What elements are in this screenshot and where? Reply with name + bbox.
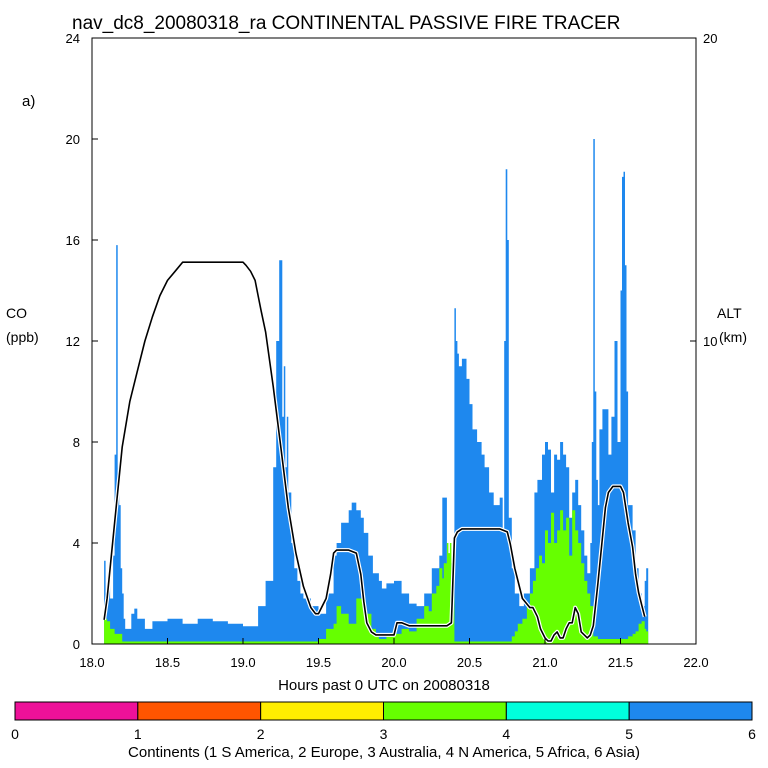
colorbar-segment-5 xyxy=(505,701,630,721)
panel-label: a) xyxy=(22,93,35,110)
x-tick-label: 20.0 xyxy=(381,655,406,670)
y-left-tick-label: 8 xyxy=(73,435,80,450)
series-area-1 xyxy=(104,510,649,644)
y-right-tick-label: 10 xyxy=(703,334,717,349)
altitude-layer xyxy=(102,260,647,643)
colorbar-tick-label: 4 xyxy=(502,726,510,742)
colorbar-segment-1 xyxy=(14,701,139,721)
series-area-0 xyxy=(104,139,649,644)
y-axis-right-unit: (km) xyxy=(719,329,747,345)
y-axis-left-name: CO xyxy=(6,305,27,321)
colorbar-segment-4 xyxy=(383,701,507,721)
x-tick-label: 21.5 xyxy=(608,655,633,670)
colorbar-segment-6 xyxy=(628,701,753,721)
y-left-tick-label: 24 xyxy=(66,31,80,46)
colorbar-tick-label: 0 xyxy=(11,726,19,742)
colorbar-tick-label: 6 xyxy=(748,726,756,742)
y-left-tick-label: 4 xyxy=(73,536,80,551)
x-tick-label: 18.5 xyxy=(155,655,180,670)
colorbar-tick-label: 2 xyxy=(257,726,265,742)
x-tick-label: 19.5 xyxy=(306,655,331,670)
axis-ticks: 18.0 18.5 19.0 19.5 20.0 20.5 21.0 21.5 22.0 0 4 8 1… xyxy=(66,31,718,670)
y-axis-right-name: ALT xyxy=(717,305,742,321)
y-right-tick-label: 20 xyxy=(703,31,717,46)
altitude-line xyxy=(103,261,646,642)
colorbar-segment-3 xyxy=(260,701,384,721)
x-tick-label: 20.5 xyxy=(457,655,482,670)
x-tick-label: 22.0 xyxy=(683,655,708,670)
colorbar-tick-label: 3 xyxy=(380,726,388,742)
y-left-tick-label: 12 xyxy=(66,334,80,349)
colorbar-label: Continents (1 S America, 2 Europe, 3 Aus… xyxy=(128,744,640,761)
y-axis-left-unit: (ppb) xyxy=(6,329,39,345)
series-layer xyxy=(104,139,649,644)
y-left-tick-label: 16 xyxy=(66,233,80,248)
colorbar: 0 1 2 3 4 5 6 xyxy=(11,701,756,742)
chart-title: nav_dc8_20080318_ra CONTINENTAL PASSIVE … xyxy=(72,13,620,34)
colorbar-tick-label: 5 xyxy=(625,726,633,742)
x-axis-label: Hours past 0 UTC on 20080318 xyxy=(278,677,490,694)
x-tick-label: 18.0 xyxy=(79,655,104,670)
colorbar-tick-label: 1 xyxy=(134,726,142,742)
y-left-tick-label: 20 xyxy=(66,132,80,147)
x-tick-label: 21.0 xyxy=(532,655,557,670)
y-left-tick-label: 0 xyxy=(73,637,80,652)
colorbar-segment-2 xyxy=(137,701,262,721)
x-tick-label: 19.0 xyxy=(230,655,255,670)
